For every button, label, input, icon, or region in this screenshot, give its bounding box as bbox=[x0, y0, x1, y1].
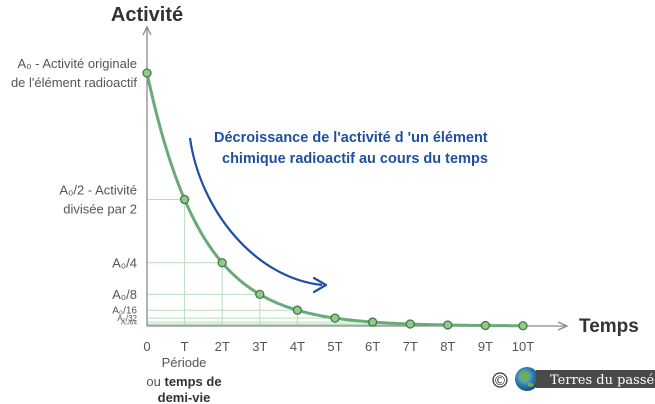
watermark-text: Terres du passé bbox=[550, 373, 655, 388]
x-tick-label: 4T bbox=[290, 339, 305, 354]
y-value-label: divisée par 2 bbox=[63, 202, 137, 217]
data-point bbox=[367, 317, 378, 327]
watermark: © Terres du passé bbox=[492, 367, 655, 391]
period-or-half-life: ou temps de bbox=[146, 374, 221, 389]
x-tick-label: 7T bbox=[403, 339, 418, 354]
watermark-band bbox=[536, 370, 655, 388]
globe-land-shape bbox=[520, 371, 534, 387]
period-note: Période ou temps de demi-vie bbox=[146, 355, 221, 404]
half-life-word-2: demi-vie bbox=[158, 390, 211, 404]
y-axis-arrowhead bbox=[142, 25, 152, 36]
y-value-label: A₀/16 bbox=[112, 306, 137, 317]
annotation-arrowhead bbox=[312, 276, 328, 294]
axes bbox=[142, 25, 569, 331]
decay-curve bbox=[145, 71, 525, 328]
y-value-label: A₀/4 bbox=[112, 255, 137, 270]
x-tick-label: 5T bbox=[327, 339, 342, 354]
x-tick-label: 6T bbox=[365, 339, 380, 354]
y-axis-title: Activité bbox=[111, 4, 183, 26]
y-value-label: A₀/2 - Activité bbox=[59, 183, 137, 198]
x-axis-arrowhead bbox=[557, 321, 569, 331]
data-markers bbox=[142, 68, 528, 331]
y-axis-labels: A₀ - Activité originale de l'élément radi… bbox=[11, 56, 138, 326]
annotation-line-2: chimique radioactif au cours du temps bbox=[222, 151, 488, 167]
x-tick-label: 3T bbox=[252, 339, 267, 354]
x-tick-label: 10T bbox=[512, 339, 534, 354]
data-point bbox=[518, 321, 528, 331]
data-point bbox=[330, 313, 340, 323]
annotation: Décroissance de l'activité d 'un élément… bbox=[188, 130, 488, 294]
x-tick-label: 9T bbox=[478, 339, 493, 354]
x-axis-title: Temps bbox=[579, 316, 639, 337]
half-life-word-1: temps de bbox=[165, 374, 222, 389]
x-tick-labels: 0 T 2T 3T 4T 5T 6T 7T 8T 9T 10T bbox=[143, 339, 534, 354]
y-value-label: A₀/32 bbox=[117, 314, 137, 323]
x-tick-label: 2T bbox=[215, 339, 230, 354]
y-value-label: de l'élément radioactif bbox=[11, 75, 137, 90]
data-point bbox=[405, 319, 415, 329]
x-tick-label: T bbox=[181, 339, 189, 354]
data-point bbox=[217, 258, 227, 268]
data-point bbox=[443, 320, 453, 330]
y-value-label: A₀ - Activité originale bbox=[17, 56, 137, 71]
annotation-line-1: Décroissance de l'activité d 'un élément bbox=[214, 130, 488, 146]
y-value-label: A₀/8 bbox=[112, 287, 137, 302]
y-value-label: A₀/64 bbox=[121, 319, 137, 326]
data-point bbox=[179, 194, 190, 205]
period-or-word: ou bbox=[146, 374, 164, 389]
copyright-symbol: © bbox=[494, 374, 507, 389]
annotation-arrow bbox=[188, 137, 323, 287]
data-point bbox=[142, 68, 152, 78]
x-tick-label: 0 bbox=[143, 339, 150, 354]
data-point bbox=[255, 289, 265, 300]
period-label: Période bbox=[162, 355, 207, 370]
copyright-badge bbox=[492, 372, 508, 388]
data-point bbox=[292, 305, 303, 315]
guide-lines bbox=[147, 199, 524, 327]
decay-curve-layer bbox=[145, 71, 525, 328]
data-point bbox=[480, 320, 491, 331]
x-tick-label: 8T bbox=[440, 339, 455, 354]
